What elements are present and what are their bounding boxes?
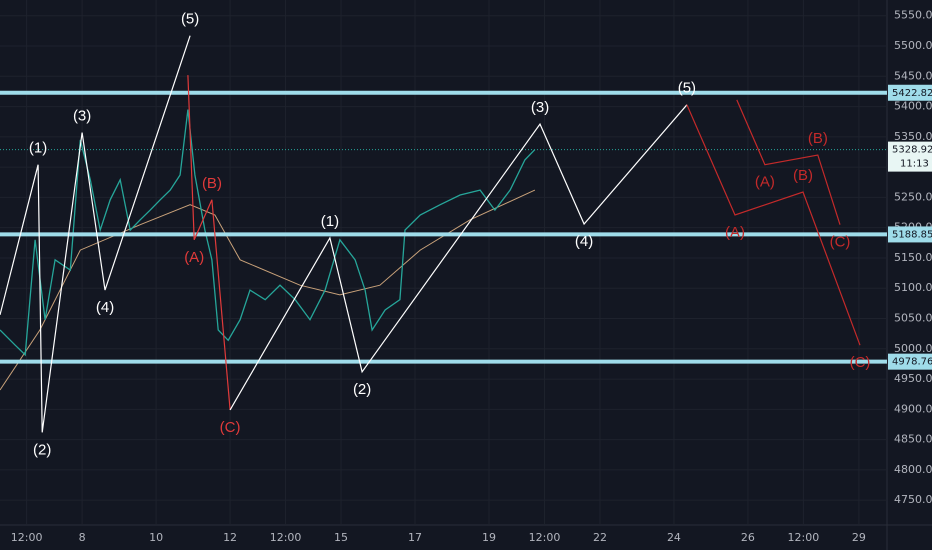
- wave-label: (2): [33, 441, 51, 458]
- wave-label: (4): [575, 233, 593, 250]
- level-label-box: [888, 226, 932, 243]
- wave-label: (C): [850, 354, 871, 371]
- x-tick-label: 12:00: [270, 531, 302, 544]
- wave-label: (4): [96, 299, 114, 316]
- y-tick-label: 5450.00: [894, 69, 932, 82]
- y-tick-label: 5150.00: [894, 251, 932, 264]
- wave-line: [686, 104, 861, 346]
- wave-label: (3): [73, 108, 91, 125]
- level-label: 4978.76: [892, 357, 932, 368]
- wave-label: (A): [755, 174, 775, 191]
- x-tick-label: 12:00: [788, 531, 820, 544]
- y-tick-label: 5550.00: [894, 9, 932, 22]
- y-tick-label: 5500.00: [894, 39, 932, 52]
- wave-line: [229, 104, 688, 411]
- x-tick-label: 22: [593, 531, 607, 544]
- wave-label: (5): [181, 11, 199, 28]
- x-tick-label: 12:00: [11, 531, 43, 544]
- y-tick-label: 4800.00: [894, 463, 932, 476]
- current-price-box: [888, 141, 932, 172]
- y-tick-label: 4900.00: [894, 402, 932, 415]
- moving-average: [0, 189, 536, 391]
- wave-label: (B): [808, 130, 828, 147]
- y-tick-label: 4750.00: [894, 493, 932, 506]
- level-label-box: [888, 84, 932, 101]
- wave-label: (A): [725, 224, 745, 241]
- wave-label: (1): [29, 140, 47, 157]
- y-tick-label: 4950.00: [894, 372, 932, 385]
- x-tick-label: 15: [334, 531, 348, 544]
- y-tick-label: 5350.00: [894, 130, 932, 143]
- level-label: 5188.85: [892, 229, 932, 240]
- x-tick-label: 12: [223, 531, 237, 544]
- x-tick-label: 24: [667, 531, 681, 544]
- y-tick-label: 5100.00: [894, 281, 932, 294]
- level-label-box: [888, 353, 932, 370]
- x-tick-label: 19: [482, 531, 496, 544]
- wave-label: (C): [220, 419, 241, 436]
- wave-label: (1): [321, 213, 339, 230]
- wave-label: (A): [184, 249, 204, 266]
- y-tick-label: 5000.00: [894, 342, 932, 355]
- countdown-label: 11:13: [900, 159, 929, 170]
- x-tick-label: 17: [408, 531, 422, 544]
- x-tick-label: 26: [741, 531, 755, 544]
- wave-label: (B): [793, 167, 813, 184]
- x-tick-label: 10: [149, 531, 163, 544]
- wave-label: (C): [830, 234, 851, 251]
- y-tick-label: 5250.00: [894, 190, 932, 203]
- x-tick-label: 29: [852, 531, 866, 544]
- y-tick-label: 5400.00: [894, 100, 932, 113]
- wave-label: (5): [678, 80, 696, 97]
- wave-label: (B): [202, 175, 222, 192]
- y-tick-label: 4850.00: [894, 433, 932, 446]
- wave-line: [736, 99, 841, 225]
- x-tick-label: 12:00: [529, 531, 561, 544]
- wave-line: [0, 35, 191, 433]
- wave-label: (2): [353, 381, 371, 398]
- y-tick-label: 5050.00: [894, 312, 932, 325]
- x-tick-label: 8: [79, 531, 86, 544]
- wave-line: [187, 75, 231, 410]
- current-price-label: 5328.92: [892, 145, 932, 156]
- level-label: 5422.82: [892, 88, 932, 99]
- wave-label: (3): [531, 99, 549, 116]
